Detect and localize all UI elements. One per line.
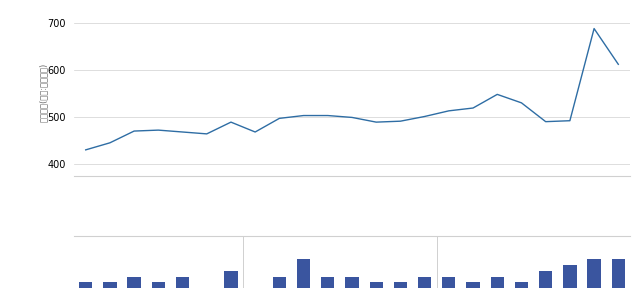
Bar [515,282,528,288]
Bar [612,259,625,288]
Bar [321,277,335,288]
Bar [224,271,237,288]
Bar [346,277,358,288]
Bar [418,277,431,288]
Bar [152,282,165,288]
Bar [103,282,116,288]
Y-axis label: 거래금액(단위:일백만원): 거래금액(단위:일백만원) [39,63,48,122]
Bar [563,265,577,288]
Bar [127,277,141,288]
Bar [442,277,456,288]
Bar [79,282,92,288]
Bar [369,282,383,288]
Bar [297,259,310,288]
Bar [588,259,601,288]
Bar [539,271,552,288]
Bar [467,282,480,288]
Bar [273,277,286,288]
Bar [491,277,504,288]
Bar [394,282,407,288]
Bar [176,277,189,288]
